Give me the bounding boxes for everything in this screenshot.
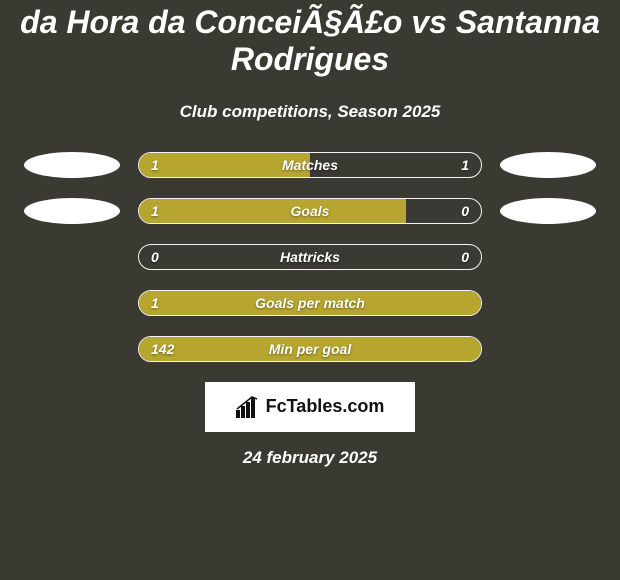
stat-bar: 1Matches1 [138, 152, 482, 178]
player-right-badge [500, 198, 596, 224]
player-left-badge [24, 198, 120, 224]
stat-right-value: 1 [461, 153, 469, 177]
branding-label: FcTables.com [266, 396, 385, 417]
stat-right-value: 0 [461, 199, 469, 223]
stat-row: 0Hattricks0 [0, 244, 620, 270]
stat-row: 1Goals0 [0, 198, 620, 224]
player-right-badge [500, 290, 596, 316]
stat-bar: 1Goals per match [138, 290, 482, 316]
stat-row: 1Goals per match [0, 290, 620, 316]
player-left-badge [24, 152, 120, 178]
player-right-badge [500, 152, 596, 178]
player-right-badge [500, 244, 596, 270]
stat-row: 142Min per goal [0, 336, 620, 362]
player-left-badge [24, 290, 120, 316]
date-label: 24 february 2025 [0, 448, 620, 468]
stat-name: Goals [139, 199, 481, 223]
stat-bar: 0Hattricks0 [138, 244, 482, 270]
stat-name: Min per goal [139, 337, 481, 361]
stat-bar: 142Min per goal [138, 336, 482, 362]
player-left-badge [24, 336, 120, 362]
page-title: da Hora da ConceiÃ§Ã£o vs Santanna Rodri… [0, 4, 620, 88]
branding-icon [236, 396, 260, 418]
stat-row: 1Matches1 [0, 152, 620, 178]
stat-bar: 1Goals0 [138, 198, 482, 224]
stat-name: Matches [139, 153, 481, 177]
player-right-badge [500, 336, 596, 362]
comparison-panel: da Hora da ConceiÃ§Ã£o vs Santanna Rodri… [0, 0, 620, 468]
subtitle: Club competitions, Season 2025 [0, 102, 620, 122]
stat-name: Goals per match [139, 291, 481, 315]
stat-right-value: 0 [461, 245, 469, 269]
stats-list: 1Matches11Goals00Hattricks01Goals per ma… [0, 152, 620, 362]
branding-badge: FcTables.com [205, 382, 415, 432]
stat-name: Hattricks [139, 245, 481, 269]
player-left-badge [24, 244, 120, 270]
